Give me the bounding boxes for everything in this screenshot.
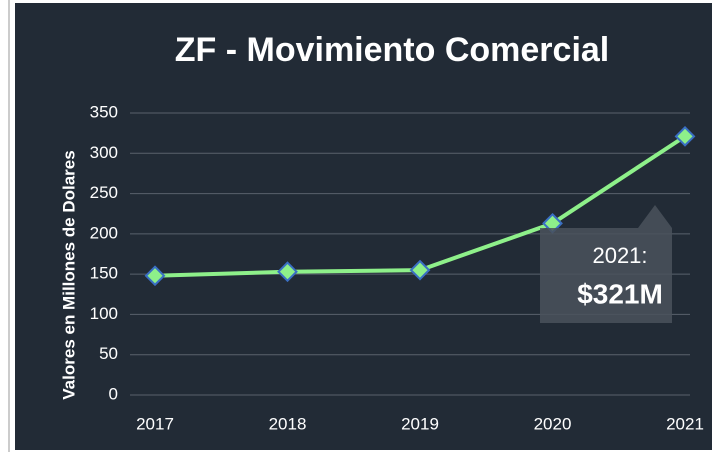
x-tick-label: 2017 <box>136 414 174 433</box>
y-tick-label: 0 <box>109 384 118 403</box>
x-tick-label: 2021 <box>666 414 704 433</box>
y-axis-label: Valores en Millones de Dolares <box>59 150 78 399</box>
marker <box>674 125 696 147</box>
chart-title: ZF - Movimiento Comercial <box>175 31 610 69</box>
y-tick-label: 150 <box>90 264 118 283</box>
callout-box <box>540 205 672 323</box>
y-tick-label: 250 <box>90 183 118 202</box>
y-tick-label: 350 <box>90 102 118 121</box>
y-tick-label: 50 <box>99 344 118 363</box>
chart-background <box>15 3 712 450</box>
marker <box>409 259 431 281</box>
y-tick-label: 100 <box>90 304 118 323</box>
x-tick-label: 2019 <box>401 414 439 433</box>
callout-title: 2021: <box>592 243 647 268</box>
marker <box>144 265 166 287</box>
x-tick-label: 2018 <box>269 414 307 433</box>
callout-text: $321M <box>577 278 663 309</box>
callout: 2021: $321M <box>540 205 672 323</box>
y-tick-label: 200 <box>90 223 118 242</box>
y-tick-label: 300 <box>90 143 118 162</box>
x-tick-label: 2020 <box>534 414 572 433</box>
marker <box>277 261 298 283</box>
